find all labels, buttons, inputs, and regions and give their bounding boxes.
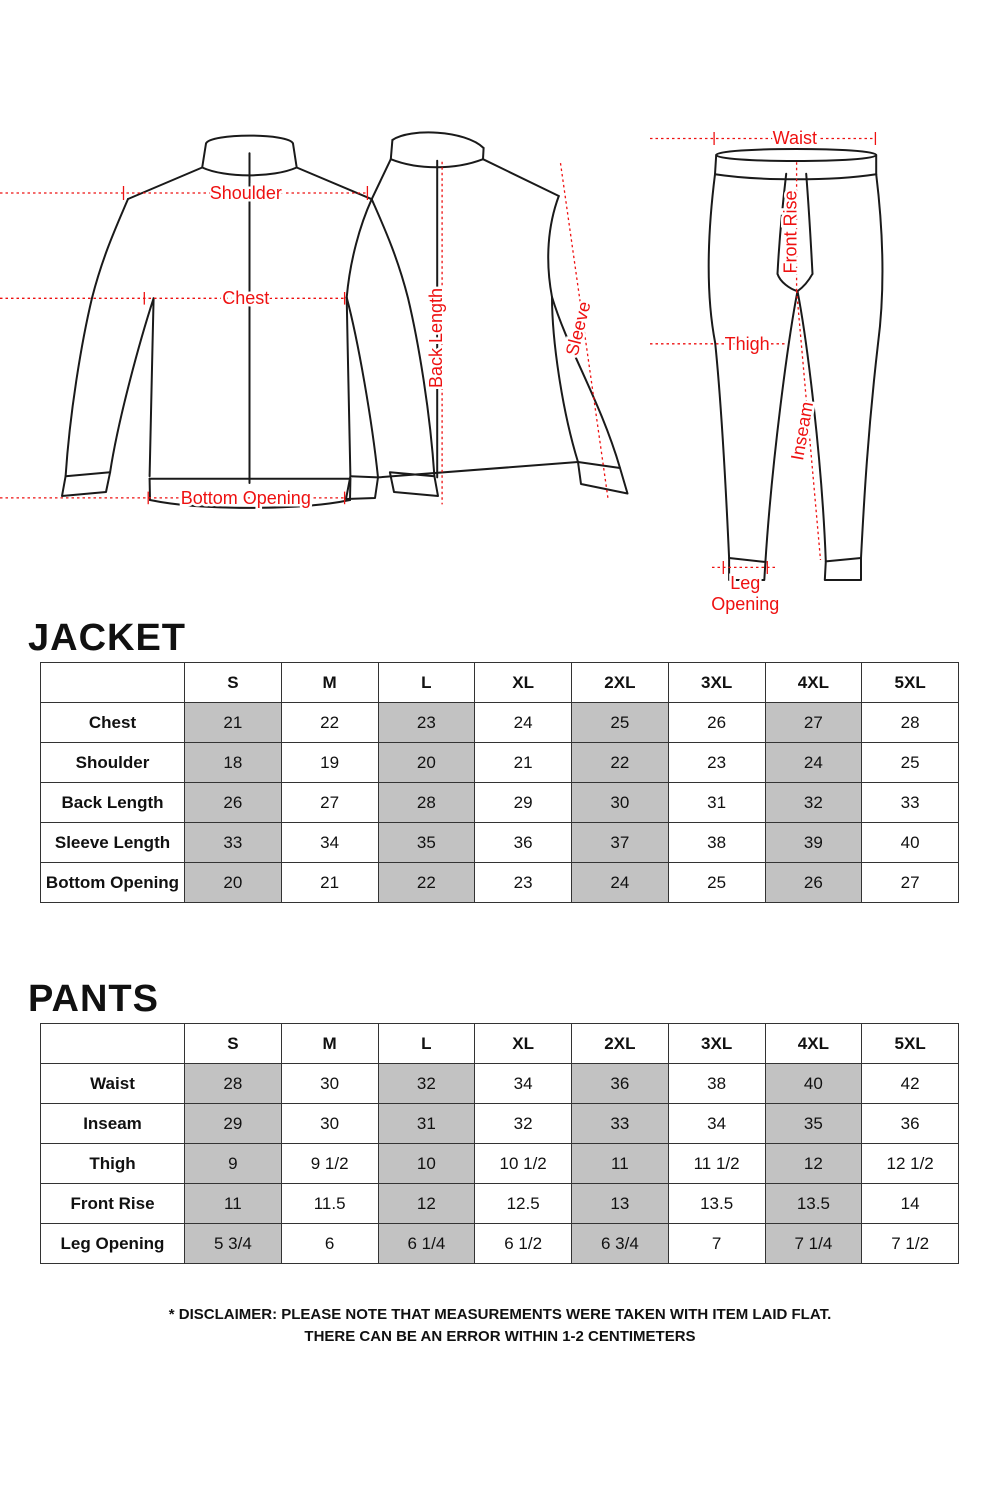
svg-text:Sleeve: Sleeve <box>562 299 595 357</box>
svg-text:Shoulder: Shoulder <box>210 183 282 203</box>
svg-text:Bottom Opening: Bottom Opening <box>181 488 311 508</box>
svg-text:Front Rise: Front Rise <box>781 190 801 273</box>
svg-text:Leg: Leg <box>730 573 760 593</box>
svg-text:Thigh: Thigh <box>725 334 770 354</box>
svg-text:Waist: Waist <box>773 128 817 148</box>
svg-text:Chest: Chest <box>222 288 269 308</box>
svg-text:Inseam: Inseam <box>787 400 817 462</box>
svg-text:Opening: Opening <box>711 594 779 614</box>
svg-text:Back Length: Back Length <box>426 288 446 388</box>
